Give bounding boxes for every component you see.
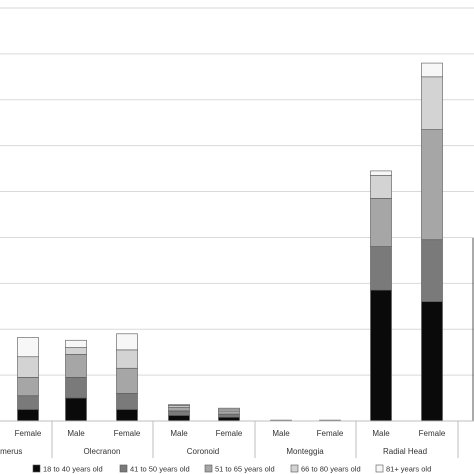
bar-segment [421, 129, 443, 241]
bar-segment [116, 333, 138, 351]
bars [17, 62, 474, 422]
bar-segment [65, 377, 87, 399]
bar-segment [65, 354, 87, 378]
legend-label: 51 to 65 years old [215, 465, 275, 474]
group-label: Olecranon [84, 447, 121, 456]
tick-label: Female [419, 429, 446, 438]
x-axis: Female Male Female Male Female Male Female Male… [0, 420, 474, 458]
legend: 18 to 40 years old 41 to 50 years old 51 t… [32, 464, 431, 474]
tick-label: Female [216, 429, 243, 438]
legend-swatch [32, 464, 41, 473]
bar-segment [421, 62, 443, 78]
bar-segment [370, 246, 392, 291]
bar-segment [218, 407, 240, 410]
legend-label: 41 to 50 years old [130, 465, 190, 474]
legend-label: 18 to 40 years old [43, 465, 103, 474]
tick-label: Male [170, 429, 188, 438]
group-label: Coronoid [187, 447, 219, 456]
bar-segment [17, 356, 39, 378]
bar-segment [116, 349, 138, 369]
tick-label: Female [15, 429, 42, 438]
tick-label: Male [372, 429, 390, 438]
legend-swatch [119, 464, 128, 473]
bar-segment [168, 410, 190, 416]
bar-segment [370, 198, 392, 247]
bar-segment [116, 393, 138, 410]
bar-segment [370, 175, 392, 199]
gridlines [0, 7, 474, 376]
bar-segment [218, 413, 240, 418]
tick-label: Male [272, 429, 290, 438]
legend-swatch [290, 464, 299, 473]
tick-label: Male [67, 429, 85, 438]
bar-segment [17, 377, 39, 397]
bar-segment [218, 417, 240, 422]
bar-segment [65, 339, 87, 348]
bar-segment [370, 170, 392, 176]
bar-segment [168, 406, 190, 412]
bar-segment [421, 76, 443, 130]
legend-swatch [204, 464, 213, 473]
bar-segment [65, 397, 87, 422]
bar-segment [116, 367, 138, 394]
bar-segment [421, 239, 443, 302]
bar-segment [168, 415, 190, 422]
legend-swatch [375, 464, 384, 473]
bar-segment [168, 404, 190, 406]
legend-label: 66 to 80 years old [301, 465, 361, 474]
bar-segment [370, 289, 392, 422]
bar-segment [17, 337, 39, 358]
group-label: Radial Head [383, 447, 427, 456]
bar-segment [17, 395, 39, 410]
legend-label: 81+ years old [386, 465, 431, 474]
group-label: umerus [0, 447, 22, 456]
tick-label: Female [317, 429, 344, 438]
group-label: Monteggia [286, 447, 324, 456]
bar-segment [65, 347, 87, 355]
bar-segment [218, 410, 240, 415]
bar-segment [116, 409, 138, 422]
bar-segment [17, 409, 39, 422]
tick-label: Female [114, 429, 141, 438]
bar-segment [421, 301, 443, 422]
